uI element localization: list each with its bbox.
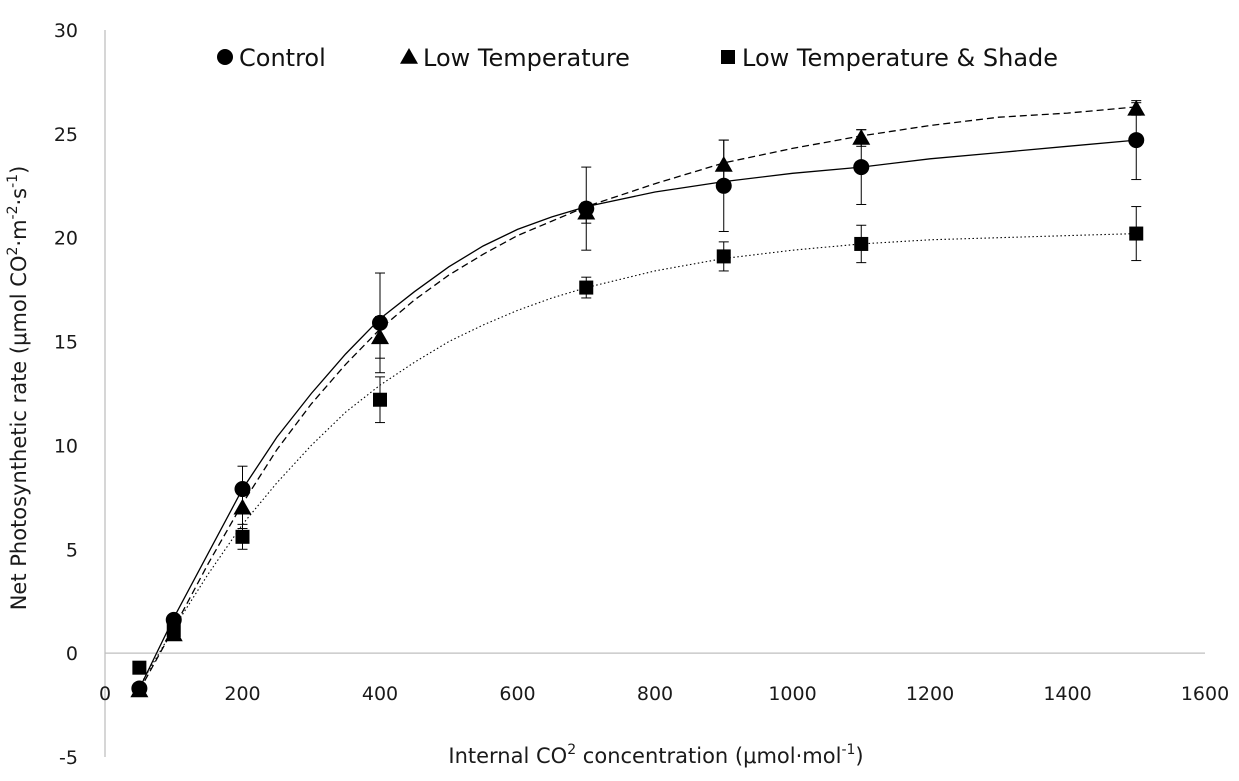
- y-axis-title: Net Photosynthetic rate (μmol CO2·m-2·s-…: [5, 166, 31, 611]
- x-tick-label: 600: [499, 683, 535, 705]
- data-point-circle: [853, 159, 870, 176]
- data-point-square: [373, 392, 387, 407]
- data-point-square: [579, 280, 594, 295]
- data-point-circle: [715, 177, 732, 194]
- fit-curve-square: [138, 233, 1137, 687]
- y-tick-label: 10: [54, 435, 78, 457]
- legend-label: Control: [239, 44, 326, 72]
- y-tick-label: 5: [66, 539, 78, 561]
- data-point-triangle: [714, 156, 733, 172]
- legend-marker-circle: [217, 49, 233, 65]
- data-point-square: [132, 660, 147, 675]
- x-tick-label: 400: [362, 683, 398, 705]
- data-points: [130, 99, 1146, 698]
- legend: Control Low Temperature Low Temperature & …: [217, 44, 1058, 72]
- x-tick-label: 1200: [906, 683, 954, 705]
- x-tick-label: 0: [99, 683, 111, 705]
- data-point-triangle: [130, 681, 149, 698]
- data-point-square: [1129, 226, 1144, 241]
- x-axis-title: Internal CO2 concentration (μmol·mol-1): [448, 742, 863, 768]
- legend-label: Low Temperature: [423, 44, 630, 72]
- data-point-triangle: [1127, 99, 1146, 116]
- x-tick-label: 1600: [1181, 683, 1229, 705]
- data-point-circle: [234, 481, 251, 498]
- data-point-circle: [1128, 132, 1145, 149]
- data-point-circle: [372, 314, 388, 331]
- x-tick-label: 1000: [768, 683, 816, 705]
- data-point-triangle: [233, 498, 252, 515]
- legend-marker-triangle: [400, 48, 418, 64]
- tick-labels: 0 200 400 600 800 1000 1200 1400 1600 -5 0 5 10 15 20 2…: [54, 20, 1229, 769]
- data-point-triangle: [371, 328, 389, 345]
- legend-label: Low Temperature & Shade: [742, 44, 1058, 72]
- data-point-triangle: [577, 203, 596, 220]
- data-point-square: [716, 249, 731, 264]
- x-tick-label: 800: [637, 683, 673, 705]
- y-tick-label: 15: [54, 332, 78, 354]
- y-tick-label: 20: [54, 228, 78, 250]
- y-tick-label: 30: [54, 20, 78, 42]
- fit-curve-circle: [138, 139, 1137, 689]
- data-point-square: [854, 236, 869, 251]
- y-tick-label: -5: [59, 747, 78, 769]
- data-point-square: [235, 529, 250, 544]
- x-tick-label: 1400: [1043, 683, 1091, 705]
- y-tick-label: 25: [54, 124, 78, 146]
- data-point-triangle: [852, 129, 871, 145]
- data-point-square: [166, 623, 181, 638]
- x-tick-label: 200: [224, 683, 260, 705]
- fit-curve-triangle: [138, 106, 1137, 691]
- y-tick-label: 0: [66, 643, 78, 665]
- axes: [104, 30, 1205, 757]
- fit-curves: [138, 106, 1137, 691]
- legend-marker-square: [721, 50, 735, 64]
